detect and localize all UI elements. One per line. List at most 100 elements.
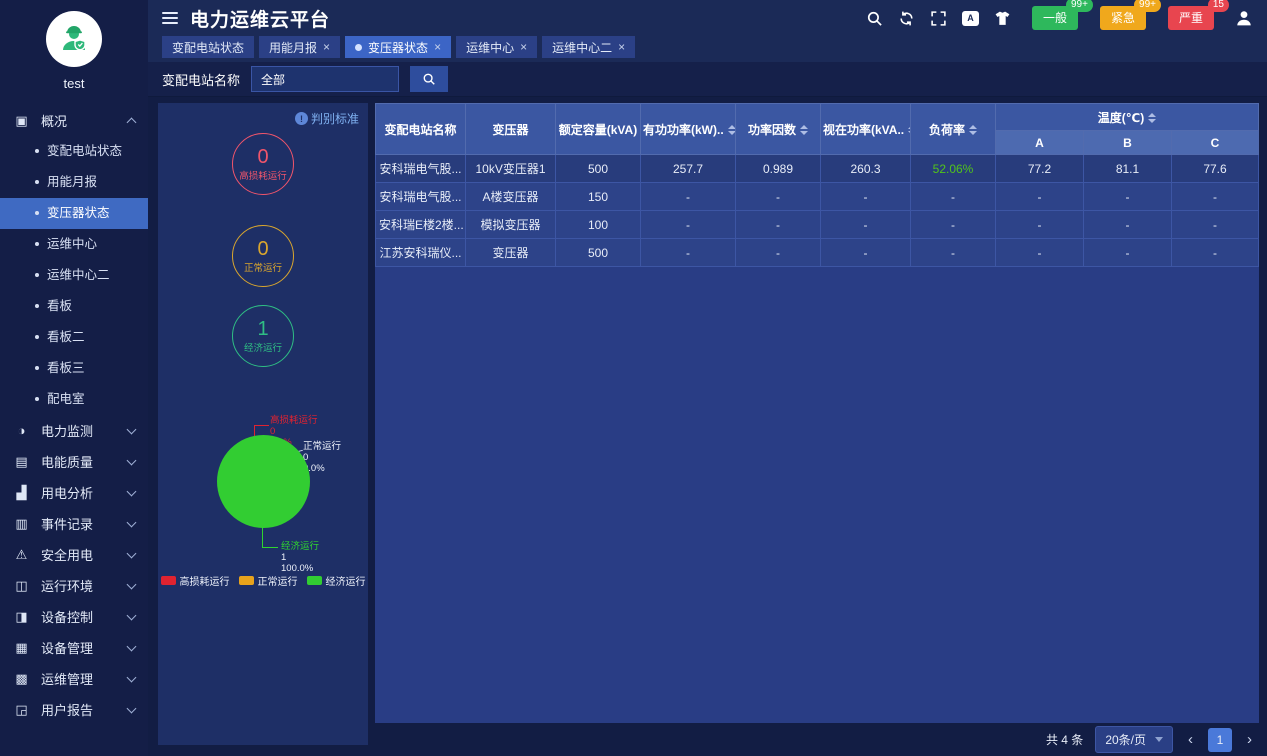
electricity-analysis-icon: ▟ [16, 484, 27, 500]
sidebar-group-overview[interactable]: ▣ 概况 [0, 105, 148, 136]
search-button[interactable] [410, 66, 449, 92]
sidebar-group-environment[interactable]: ◫ 运行环境 [0, 570, 148, 601]
table-row[interactable]: 安科瑞电气股... 10kV变压器1 500 257.7 0.989 260.3 52… [375, 154, 1259, 183]
transformer-table: 变配电站名称 变压器 额定容量(kVA) 有功功率(kW).. 功率因数 视在功… [375, 103, 1259, 267]
tab-substation-status[interactable]: 变配电站状态 [162, 36, 255, 58]
sidebar-group-user-report[interactable]: ◲ 用户报告 [0, 694, 148, 725]
sidebar-group-power-monitor[interactable]: ◑ 电力监测 [0, 415, 148, 446]
sidebar-group-ops-management[interactable]: ▩ 运维管理 [0, 663, 148, 694]
pie-connector [262, 527, 263, 548]
col-power-factor-sort[interactable]: 功率因数 [735, 103, 821, 155]
tab-energy-monthly-report[interactable]: 用能月报 × [259, 36, 341, 58]
event-record-icon: ▥ [15, 515, 28, 531]
close-icon[interactable]: × [618, 40, 626, 54]
user-icon[interactable] [1235, 9, 1253, 27]
fullscreen-icon[interactable] [930, 10, 947, 27]
table-row[interactable]: 江苏安科瑞仪... 变压器 500- -- -- -- [375, 238, 1259, 267]
transformer-table-panel: 变配电站名称 变压器 额定容量(kVA) 有功功率(kW).. 功率因数 视在功… [375, 103, 1259, 723]
menu-icon[interactable] [162, 9, 178, 27]
device-management-icon: ▦ [15, 639, 28, 655]
theme-shirt-icon[interactable] [994, 10, 1011, 27]
col-active-power-sort[interactable]: 有功功率(kW).. [640, 103, 736, 155]
alarm-general-button[interactable]: 一般 99+ [1031, 0, 1093, 30]
col-apparent-power-sort[interactable]: 视在功率(kVA.. [820, 103, 911, 155]
chevron-down-icon [1155, 737, 1163, 742]
sort-icon [800, 125, 808, 136]
close-icon[interactable]: × [323, 40, 331, 54]
col-temp-c: C [1170, 130, 1259, 155]
high-loss-circle: 0 高损耗运行 [232, 133, 294, 195]
sidebar-item-distribution-room[interactable]: 配电室 [0, 384, 148, 415]
sidebar-group-device-management[interactable]: ▦ 设备管理 [0, 632, 148, 663]
status-pie-chart [217, 435, 310, 528]
col-temperature-group-sort[interactable]: 温度(℃) [994, 103, 1259, 131]
pie-connector [262, 547, 278, 548]
sidebar-group-electricity-analysis[interactable]: ▟ 用电分析 [0, 477, 148, 508]
sidebar-group-event-record[interactable]: ▥ 事件记录 [0, 508, 148, 539]
alarm-urgent-count: 99+ [1134, 0, 1161, 12]
tab-ops-center[interactable]: 运维中心 × [456, 36, 538, 58]
sidebar-group-power-quality[interactable]: ▤ 电能质量 [0, 446, 148, 477]
sidebar: test ▣ 概况 变配电站状态 用能月报 变压器状态 运维中心 运维中心二 看… [0, 0, 148, 756]
pie-label-normal: 正常运行 0 0.0% [303, 441, 342, 474]
safety-electricity-icon: ⚠ [15, 546, 28, 562]
sort-icon [727, 125, 735, 136]
chevron-down-icon [126, 517, 137, 527]
power-quality-icon: ▤ [15, 453, 28, 469]
sidebar-item-ops-center[interactable]: 运维中心 [0, 229, 148, 260]
translate-icon[interactable]: A [961, 10, 979, 26]
tab-ops-center-2[interactable]: 运维中心二 × [542, 36, 636, 58]
sidebar-item-board[interactable]: 看板 [0, 291, 148, 322]
sidebar-item-ops-center-2[interactable]: 运维中心二 [0, 260, 148, 291]
chevron-down-icon [126, 579, 137, 589]
alarm-severe-button[interactable]: 严重 15 [1167, 0, 1229, 30]
active-dot-icon [355, 43, 363, 51]
sort-icon [969, 125, 977, 136]
search-bar: 变配电站名称 [148, 62, 1267, 97]
table-row[interactable]: 安科瑞E楼2楼... 模拟变压器 100- -- -- -- [375, 210, 1259, 239]
alarm-badges: 一般 99+ 紧急 99+ 严重 15 [1031, 0, 1229, 30]
user-report-icon: ◲ [15, 701, 28, 717]
pie-legend: 高损耗运行 正常运行 经济运行 [158, 573, 368, 588]
col-load-rate-sort[interactable]: 负荷率 [910, 103, 996, 155]
sidebar-item-transformer-status[interactable]: 变压器状态 [0, 198, 148, 229]
sidebar-item-board-2[interactable]: 看板二 [0, 322, 148, 353]
topbar-actions: A 一般 99+ 紧急 99+ 严重 15 [866, 0, 1253, 30]
sidebar-item-board-3[interactable]: 看板三 [0, 353, 148, 384]
page-title: 电力运维云平台 [190, 9, 331, 31]
criteria-link[interactable]: ! 判别标准 [294, 110, 359, 127]
page-size-select[interactable]: 20条/页 [1095, 726, 1173, 753]
sidebar-item-substation-status[interactable]: 变配电站状态 [0, 136, 148, 167]
sidebar-group-device-control[interactable]: ◨ 设备控制 [0, 601, 148, 632]
page-number-current[interactable]: 1 [1208, 727, 1232, 752]
sidebar-group-safety[interactable]: ⚠ 安全用电 [0, 539, 148, 570]
table-row[interactable]: 安科瑞电气股... A楼变压器 150- -- -- -- [375, 182, 1259, 211]
next-page-button[interactable]: › [1247, 731, 1252, 748]
legend-economic[interactable]: 经济运行 [306, 573, 366, 588]
overview-icon: ▣ [15, 112, 28, 128]
close-icon[interactable]: × [520, 40, 528, 54]
ops-management-icon: ▩ [15, 670, 28, 686]
alarm-urgent-button[interactable]: 紧急 99+ [1099, 0, 1161, 30]
search-icon[interactable] [866, 10, 883, 27]
prev-page-button[interactable]: ‹ [1188, 731, 1193, 748]
chevron-down-icon [126, 672, 137, 682]
sort-icon [908, 125, 910, 136]
legend-high-loss[interactable]: 高损耗运行 [160, 573, 230, 588]
legend-normal[interactable]: 正常运行 [238, 573, 298, 588]
device-control-icon: ◨ [15, 608, 28, 624]
pagination: 共 4 条 20条/页 ‹ 1 › [375, 723, 1259, 756]
normal-run-circle: 0 正常运行 [232, 225, 294, 287]
table-area: 变配电站名称 变压器 额定容量(kVA) 有功功率(kW).. 功率因数 视在功… [375, 103, 1259, 756]
tab-transformer-status[interactable]: 变压器状态 × [345, 36, 452, 58]
close-icon[interactable]: × [434, 40, 442, 54]
station-name-input[interactable] [251, 66, 400, 92]
tabbar: 变配电站状态 用能月报 × 变压器状态 × 运维中心 × 运维中心二 × [148, 36, 1267, 62]
refresh-icon[interactable] [898, 10, 915, 27]
chevron-down-icon [126, 486, 137, 496]
info-icon: ! [294, 112, 308, 125]
sidebar-item-energy-monthly-report[interactable]: 用能月报 [0, 167, 148, 198]
